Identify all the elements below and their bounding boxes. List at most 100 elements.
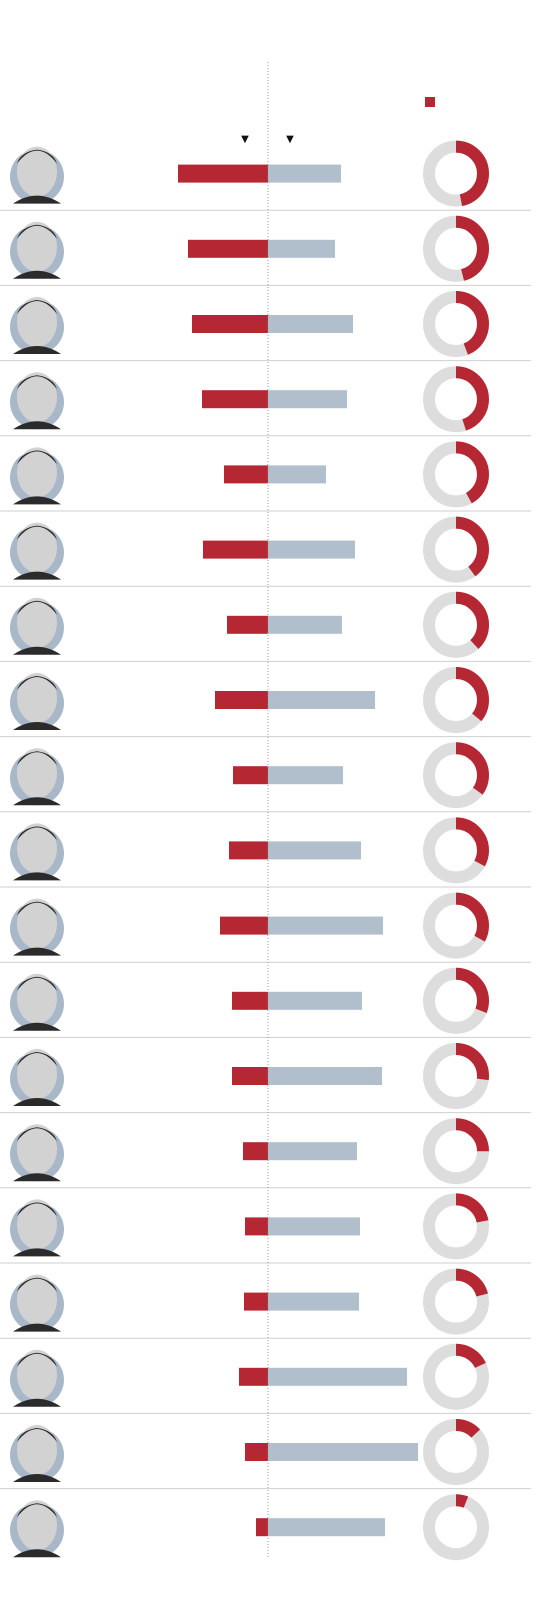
donut-ring [423,742,489,809]
avatar-hair [17,149,57,164]
avatar [10,1199,64,1257]
avatar-hair [17,450,57,465]
table-row [0,516,531,587]
left-bar [215,691,268,709]
avatar-face [17,447,57,498]
left-bar [220,916,268,935]
left-bar [203,540,268,559]
donut-share [423,441,489,508]
donut-ring [423,667,489,733]
avatar-face [17,146,57,197]
right-bar [268,991,362,1010]
donut-ring [423,1268,489,1335]
avatar-face [17,1425,57,1475]
donut-share [423,892,489,959]
donut-ring [423,1118,489,1185]
right-bar [268,1367,407,1386]
avatar [10,823,64,881]
donut-share [423,215,489,282]
donut-ring [423,366,489,433]
avatar [10,898,64,956]
avatar-hair [17,1428,57,1442]
right-bar [268,164,341,183]
avatar-shoulders [13,722,61,730]
avatar-face [17,748,57,799]
table-row [0,667,531,738]
avatar-shoulders [13,346,61,354]
left-bar [232,1067,268,1085]
avatar-hair [17,1352,57,1367]
left-bar [178,164,268,183]
left-bar [202,390,268,409]
right-bar [268,315,353,333]
avatar-hair [17,1127,57,1142]
avatar [10,1124,64,1182]
right-bar [268,916,383,935]
donut-share [423,1268,489,1335]
table-row [0,817,531,888]
donut-ring [423,967,489,1034]
avatar-hair [17,976,57,991]
avatar-shoulders [13,1098,61,1106]
right-column-marker: ▼ [286,134,294,145]
avatar [10,748,64,806]
legend-swatch [425,97,435,107]
avatar-hair [17,1052,57,1066]
left-bar [229,841,268,860]
table-row [0,140,531,211]
left-bar [239,1367,268,1386]
avatar-shoulders [13,1248,61,1257]
avatar-shoulders [13,646,61,655]
avatar [10,1425,64,1482]
avatar [10,447,64,505]
donut-share [423,817,489,884]
table-row [0,1419,531,1490]
donut-share [423,366,489,433]
left-column-marker: ▼ [241,134,249,145]
avatar-face [17,1274,57,1325]
avatar [10,522,64,580]
avatar [10,221,64,279]
avatar-hair [17,1277,57,1292]
right-bar [268,841,361,860]
avatar [10,973,64,1031]
donut-share [423,1494,489,1561]
table-row [0,215,531,286]
donut-share [423,291,489,357]
avatar-hair [17,901,57,916]
avatar-shoulders [13,496,61,505]
left-bar [256,1518,268,1537]
donut-ring [423,140,489,207]
donut-ring [423,1193,489,1260]
table-row [10,1494,489,1561]
avatar-shoulders [13,270,61,279]
avatar-face [17,1049,57,1099]
donut-ring [423,291,489,357]
donut-share [423,591,489,658]
avatar-hair [17,1202,57,1217]
avatar [10,372,64,430]
donut-share [423,667,489,733]
right-bar [268,691,375,709]
donut-share [423,1193,489,1260]
donut-share [423,1118,489,1185]
avatar [10,297,64,354]
avatar-face [17,673,57,723]
donut-ring [423,1043,489,1109]
donut-ring [423,892,489,959]
left-bar [233,766,268,785]
avatar [10,1049,64,1106]
table-row [0,291,531,362]
avatar-hair [17,826,57,841]
table-row [0,892,531,963]
donut-share [423,742,489,809]
avatar-hair [17,375,57,390]
avatar-face [17,1124,57,1175]
avatar-face [17,1199,57,1250]
right-bar [268,766,343,785]
left-bar [245,1443,268,1461]
avatar-face [17,1500,57,1551]
avatar-face [17,1349,57,1400]
avatar-face [17,372,57,423]
donut-ring [423,215,489,282]
